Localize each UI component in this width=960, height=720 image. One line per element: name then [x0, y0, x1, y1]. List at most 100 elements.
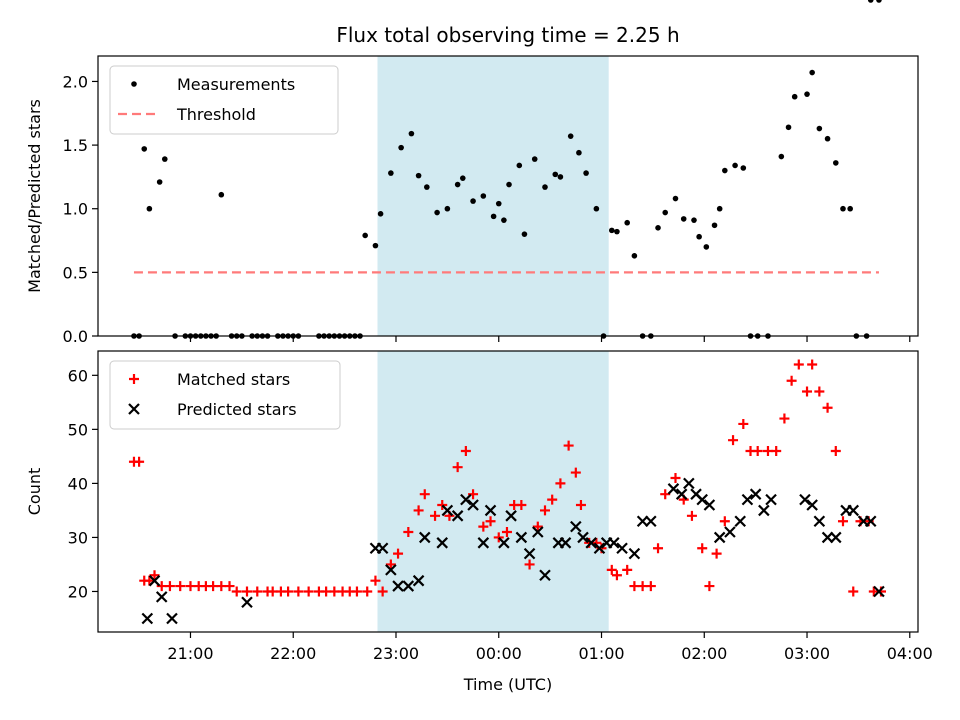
- matched-star-point: [393, 548, 404, 559]
- matched-star-point: [516, 500, 527, 511]
- measurement-point: [711, 222, 718, 229]
- predicted-star-point: [683, 477, 695, 490]
- matched-star-point: [660, 489, 671, 500]
- measurement-point: [480, 193, 487, 199]
- predicted-star-point: [484, 504, 497, 517]
- predicted-star-point: [523, 547, 536, 560]
- measurement-point: [521, 231, 528, 237]
- predicted-star-point: [724, 526, 736, 538]
- predicted-star-point: [539, 569, 551, 582]
- measurement-point: [696, 233, 702, 240]
- measurement-point: [377, 211, 384, 217]
- predicted-star-point: [577, 531, 589, 544]
- legend-box: [109, 360, 341, 430]
- x-tick-label: 03:00: [784, 644, 830, 663]
- legend-entry-label: Matched stars: [177, 370, 290, 389]
- matched-star-point: [134, 456, 145, 467]
- matched-star-point: [224, 581, 235, 592]
- matched-star-point: [837, 516, 848, 527]
- measurement-point: [156, 179, 163, 185]
- predicted-star-point: [765, 493, 777, 506]
- measurement-point: [847, 205, 853, 212]
- x-tick-label: 23:00: [373, 644, 419, 663]
- measurement-point: [867, 0, 874, 3]
- predicted-star-point: [166, 612, 178, 625]
- matched-star-point: [547, 494, 558, 505]
- matched-star-point: [370, 575, 381, 586]
- predicted-star-point: [608, 537, 620, 549]
- x-axis-label: Time (UTC): [463, 675, 552, 694]
- matched-star-point: [563, 440, 574, 451]
- matched-star-point: [532, 521, 543, 532]
- y-tick-label: 20: [68, 582, 88, 601]
- matched-star-point: [575, 500, 586, 511]
- measurement-point: [680, 216, 687, 222]
- matched-star-point: [144, 575, 155, 586]
- matched-star-point: [822, 402, 833, 413]
- y-tick-label: 2.0: [63, 72, 88, 91]
- matched-star-point: [303, 586, 314, 597]
- predicted-star-point: [741, 493, 754, 506]
- predicted-star-point: [418, 531, 431, 544]
- matched-star-point: [606, 564, 617, 575]
- matched-star-point: [485, 516, 496, 527]
- measurement-point: [576, 149, 582, 156]
- x-tick-label: 04:00: [887, 644, 933, 663]
- predicted-star-point: [570, 520, 582, 533]
- predicted-star-point: [830, 531, 842, 544]
- measurement-point: [218, 191, 225, 198]
- axes-frame-top: [97, 55, 919, 337]
- measurement-point: [454, 181, 461, 188]
- predicted-star-point: [799, 493, 811, 506]
- predicted-star-point: [667, 483, 680, 495]
- observing-interval-shade: [377, 351, 609, 632]
- measurement-point: [415, 172, 422, 179]
- predicted-star-point: [675, 488, 688, 500]
- matched-star-point: [570, 467, 581, 478]
- predicted-star-point: [498, 537, 510, 549]
- measurement-point: [876, 0, 882, 3]
- legend-bottom: Matched stars Predicted stars: [109, 360, 341, 430]
- predicted-star-point: [628, 547, 641, 560]
- y-tick-label: 40: [68, 474, 88, 493]
- predicted-star-point: [451, 510, 464, 522]
- matched-star-point: [437, 500, 448, 511]
- predicted-star-point: [585, 537, 598, 549]
- measurement-point: [791, 93, 798, 100]
- predicted-star-point: [412, 574, 425, 587]
- measurement-point: [624, 219, 630, 226]
- x-tick-label: 21:00: [167, 644, 213, 663]
- predicted-star-point: [559, 537, 572, 549]
- observing-interval-shade: [377, 56, 609, 336]
- legend-top: Measurements Threshold: [109, 65, 339, 135]
- predicted-star-point: [141, 612, 154, 625]
- measurement-point: [470, 198, 476, 204]
- measurement-point: [722, 167, 728, 174]
- matched-star-point: [771, 445, 782, 456]
- matched-star-point: [645, 581, 656, 592]
- measurement-point: [501, 217, 507, 223]
- legend-matched-swatch: [129, 374, 139, 384]
- measurement-point: [516, 162, 523, 169]
- matched-star-point: [719, 516, 730, 527]
- measurement-point: [398, 144, 404, 151]
- measurement-point: [372, 242, 379, 249]
- measurement-point: [557, 174, 564, 180]
- measurement-point: [490, 213, 497, 220]
- predicted-star-point: [515, 531, 528, 544]
- measurement-point: [824, 135, 831, 142]
- matched-star-point: [283, 586, 294, 597]
- measurement-point: [388, 170, 394, 176]
- matched-star-point: [452, 462, 463, 473]
- measurement-point: [672, 195, 679, 202]
- x-tick-label: 22:00: [270, 644, 316, 663]
- measurement-point: [732, 162, 738, 169]
- measurement-point: [434, 209, 440, 216]
- matched-star-point: [377, 586, 388, 597]
- predicted-star-point: [616, 542, 628, 555]
- legend-box: [109, 65, 339, 135]
- predicted-star-point: [593, 542, 606, 555]
- measurement-point: [567, 133, 574, 139]
